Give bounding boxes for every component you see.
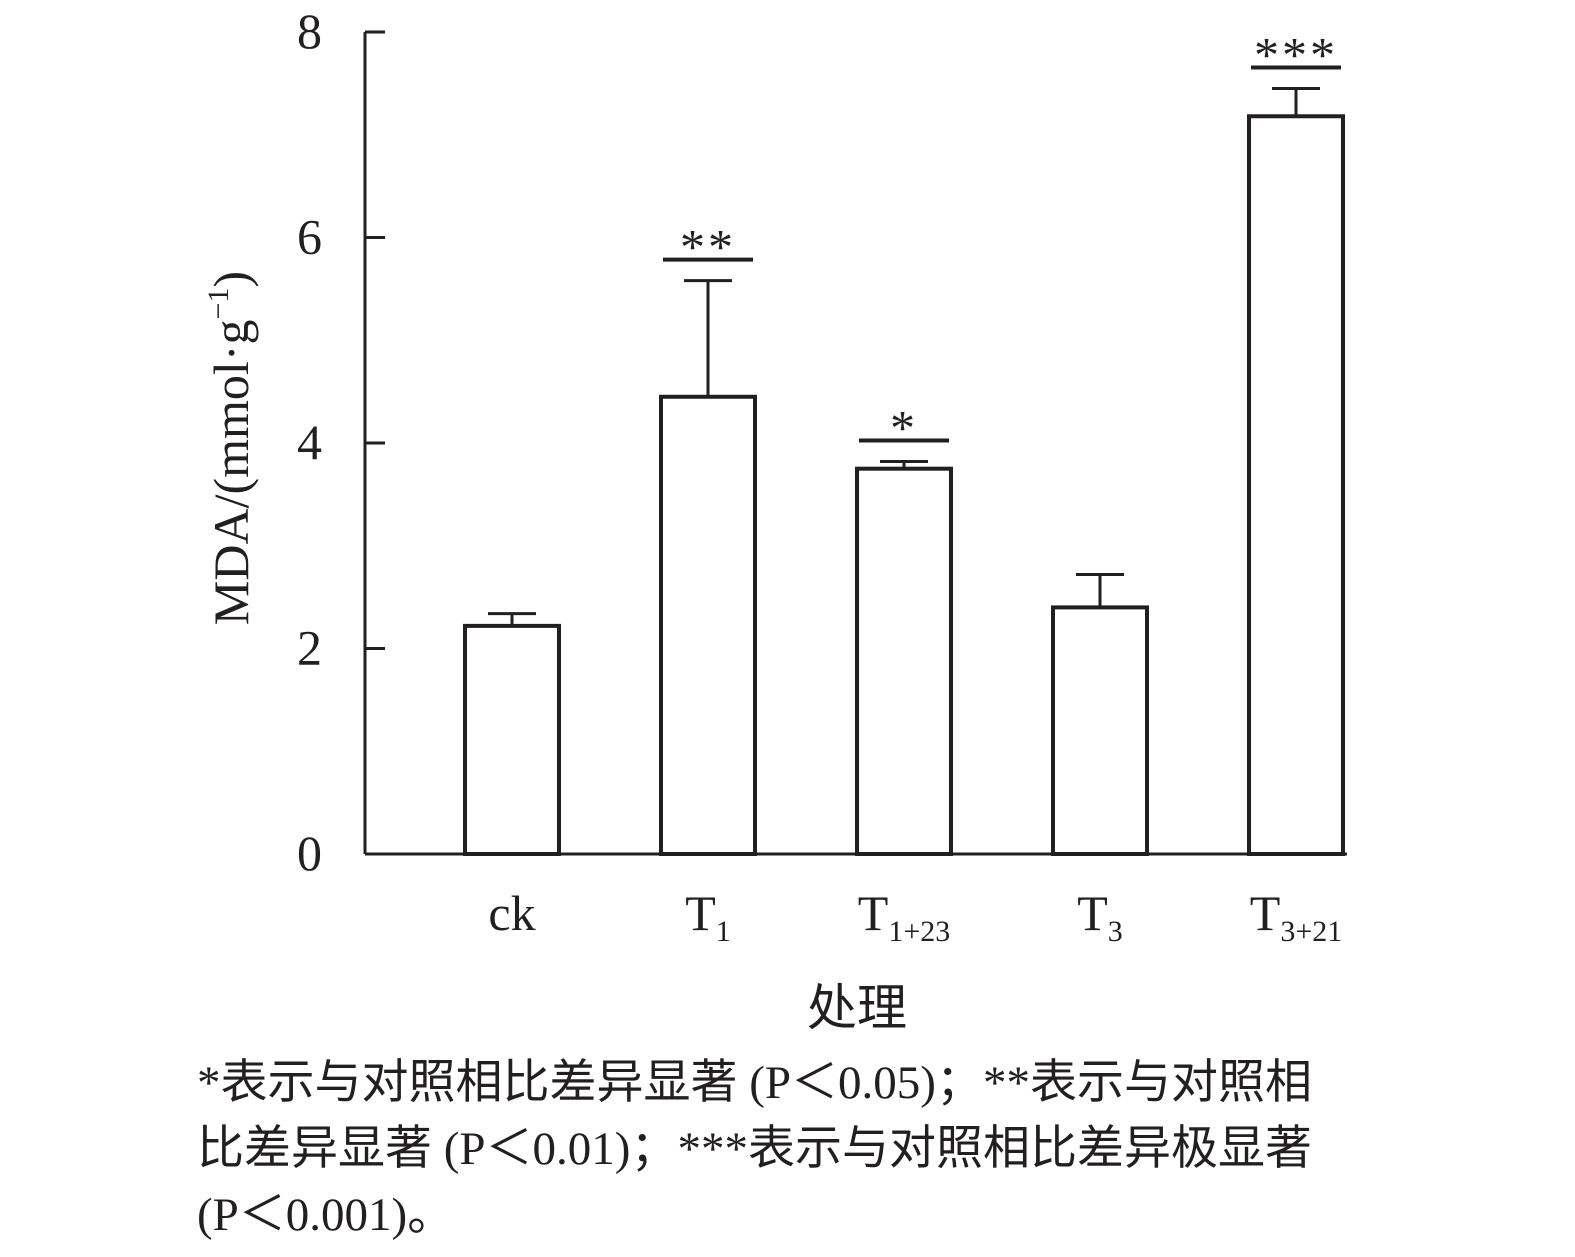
- y-tick-label-1: 2: [297, 620, 322, 676]
- bars-layer: [463, 65, 1345, 857]
- y-tick-label-2: 4: [297, 414, 322, 470]
- y-tick-label-3: 6: [297, 209, 322, 265]
- y-axis-title-sup: −1: [202, 288, 235, 320]
- x-tick-label-sub-3: 3: [1108, 915, 1123, 948]
- x-tick-label-sub-4: 3+21: [1280, 915, 1342, 948]
- significance-mark-4: ***: [1254, 27, 1338, 83]
- x-tick-label-2: T1+23: [858, 885, 950, 948]
- x-tick-label-0: ck: [488, 885, 535, 941]
- y-tick-label-0: 0: [297, 825, 322, 881]
- x-tick-label-3: T3: [1077, 885, 1123, 948]
- y-axis-title: MDA/(mmol·g−1): [202, 271, 259, 625]
- x-axis-title: 处理: [807, 980, 907, 1036]
- y-axis-title-main: MDA/(mmol·g: [203, 320, 259, 626]
- figure-note: *表示与对照相比差异显著 (P＜0.05)；**表示与对照相比差异显著 (P＜0…: [197, 1057, 1312, 1241]
- bar-1: [659, 394, 757, 856]
- x-tick-label-sub-2: 1+23: [888, 915, 950, 948]
- x-tick-label-sub-1: 1: [716, 915, 731, 948]
- y-tick-label-4: 8: [297, 3, 322, 59]
- significance-mark-2: *: [890, 399, 918, 455]
- significance-mark-1: **: [680, 219, 736, 275]
- bar-3: [1051, 605, 1149, 857]
- bar-2: [855, 466, 953, 856]
- x-tick-label-base-4: T: [1250, 885, 1281, 941]
- y-axis-title-close: ): [203, 271, 259, 288]
- x-tick-label-base-2: T: [858, 885, 889, 941]
- bar-4: [1247, 114, 1345, 856]
- x-tick-label-base-1: T: [685, 885, 716, 941]
- x-tick-label-4: T3+21: [1250, 885, 1342, 948]
- x-tick-label-base-3: T: [1077, 885, 1108, 941]
- x-tick-label-1: T1: [685, 885, 731, 948]
- axes-layer: [363, 30, 1347, 856]
- bar-0: [463, 623, 561, 857]
